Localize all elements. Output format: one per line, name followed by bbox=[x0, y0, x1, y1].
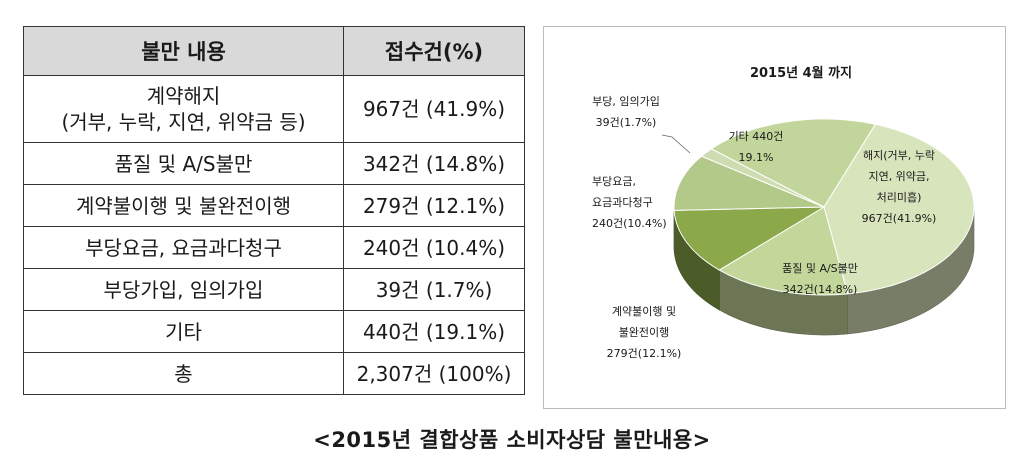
pie-tops bbox=[673, 118, 975, 296]
table-header-row: 불만 내용 접수건(%) bbox=[23, 26, 525, 76]
row-count: 440건 (19.1%) bbox=[343, 310, 525, 353]
pie-slice bbox=[823, 123, 975, 295]
table-row-total: 총 2,307건 (100%) bbox=[23, 352, 525, 395]
row-content: 계약불이행 및 불완전이행 bbox=[23, 184, 344, 227]
pie-labels: 해지(거부, 누락 지연, 위약금, 처리미흡) 967건(41.9%) 품질 및 A/… bbox=[592, 95, 936, 360]
pie-chart-panel: 2015년 4월 까지 해지(거부, 누락 지연, 위약금, 처리미흡) 967건(4… bbox=[543, 26, 1006, 409]
row-content: 기타 bbox=[23, 310, 344, 353]
row-content: 계약해지 (거부, 누락, 지연, 위약금 등) bbox=[23, 75, 344, 143]
row-content: 품질 및 A/S불만 bbox=[23, 142, 344, 185]
row-content: 부당가입, 임의가입 bbox=[23, 268, 344, 311]
pie-chart: 2015년 4월 까지 해지(거부, 누락 지연, 위약금, 처리미흡) 967건(4… bbox=[592, 65, 975, 360]
table-row: 부당요금, 요금과다청구 240건 (10.4%) bbox=[23, 226, 525, 269]
table-row: 계약해지 (거부, 누락, 지연, 위약금 등) 967건 (41.9%) bbox=[23, 75, 525, 143]
pie-slice-label: 해지(거부, 누락 지연, 위약금, 처리미흡) 967건(41.9%) bbox=[862, 148, 937, 225]
header-content: 불만 내용 bbox=[23, 26, 344, 76]
header-count: 접수건(%) bbox=[343, 26, 525, 76]
row-count: 2,307건 (100%) bbox=[343, 352, 525, 395]
complaint-table: 불만 내용 접수건(%) 계약해지 (거부, 누락, 지연, 위약금 등) 96… bbox=[23, 26, 525, 395]
row-count: 240건 (10.4%) bbox=[343, 226, 525, 269]
row-count: 342건 (14.8%) bbox=[343, 142, 525, 185]
pie-slice-label: 부당요금, 요금과다청구 240건(10.4%) bbox=[592, 175, 667, 230]
pie-slice bbox=[718, 206, 849, 296]
chart-title: 2015년 4월 까지 bbox=[750, 65, 852, 81]
table-row: 품질 및 A/S불만 342건 (14.8%) bbox=[23, 142, 525, 185]
pie-slice-label: 품질 및 A/S불만 342건(14.8%) bbox=[782, 262, 858, 296]
pie-slice-label: 계약불이행 및 불완전이행 279건(12.1%) bbox=[607, 304, 682, 360]
row-content-line: 계약해지 bbox=[146, 84, 221, 108]
row-count: 39건 (1.7%) bbox=[343, 268, 525, 311]
pie-slice-label: 기타 440건 19.1% bbox=[729, 130, 784, 164]
table-row: 계약불이행 및 불완전이행 279건 (12.1%) bbox=[23, 184, 525, 227]
table-row: 기타 440건 (19.1%) bbox=[23, 310, 525, 353]
row-content: 총 bbox=[23, 352, 344, 395]
row-content: 부당요금, 요금과다청구 bbox=[23, 226, 344, 269]
leader-line bbox=[661, 134, 691, 154]
pie-slice bbox=[673, 206, 826, 271]
row-content-line: (거부, 누락, 지연, 위약금 등) bbox=[61, 110, 306, 134]
pie-slice bbox=[710, 118, 877, 208]
table-row: 부당가입, 임의가입 39건 (1.7%) bbox=[23, 268, 525, 311]
pie-slice-label: 부당, 임의가입 39건(1.7%) bbox=[592, 95, 660, 129]
row-count: 279건 (12.1%) bbox=[343, 184, 525, 227]
row-count: 967건 (41.9%) bbox=[343, 75, 525, 143]
chart-caption: <2015년 결합상품 소비자상담 불만내용> bbox=[313, 428, 711, 452]
pie-slice bbox=[673, 155, 825, 211]
